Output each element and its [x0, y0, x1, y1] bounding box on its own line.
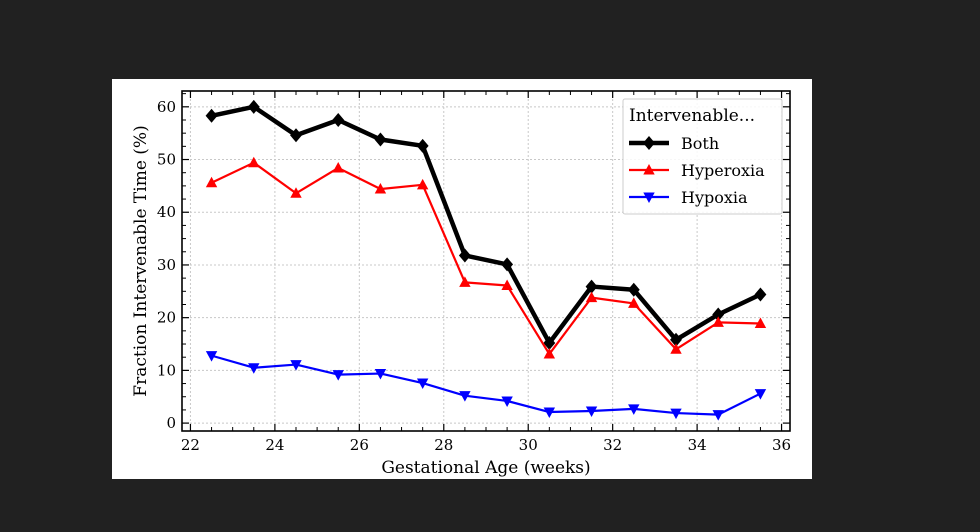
data-point-hyperoxia: [543, 348, 556, 359]
x-tick-label: 24: [265, 436, 284, 454]
x-tick-label: 30: [519, 436, 538, 454]
data-point-both: [712, 307, 725, 322]
legend-entry-both: Both: [629, 134, 719, 153]
data-point-both: [754, 287, 767, 302]
x-tick-label: 26: [350, 436, 369, 454]
y-tick-label: 40: [157, 203, 176, 221]
data-point-hypoxia: [290, 360, 302, 371]
data-point-both: [332, 112, 345, 127]
legend: Intervenable... Both Hyperoxia Hypoxia: [622, 98, 783, 215]
series-line-hypoxia: [211, 354, 761, 416]
grid: [182, 91, 790, 431]
y-axis-label: Fraction Intervenable Time (%): [131, 125, 151, 396]
data-point-hyperoxia: [670, 343, 682, 354]
data-point-both: [458, 248, 471, 263]
y-tick-label: 20: [157, 309, 176, 327]
legend-entry-hypoxia: Hypoxia: [629, 188, 748, 207]
series-line-both: [211, 104, 762, 346]
data-point-hyperoxia: [501, 279, 513, 291]
series-line-hyperoxia: [211, 161, 761, 356]
legend-entry-hyperoxia: Hyperoxia: [629, 161, 765, 180]
data-point-hypoxia: [459, 391, 471, 402]
data-point-hyperoxia: [374, 183, 387, 194]
legend-marker: [643, 136, 655, 150]
data-point-hyperoxia: [459, 276, 471, 287]
x-tick-label: 34: [688, 436, 707, 454]
data-point-hypoxia: [248, 363, 260, 374]
data-point-hyperoxia: [628, 297, 640, 308]
data-point-hypoxia: [205, 351, 218, 362]
data-point-hypoxia: [585, 406, 598, 417]
legend-entries: Both Hyperoxia Hypoxia: [629, 134, 765, 207]
data-point-hypoxia: [754, 389, 767, 400]
data-point-hypoxia: [670, 408, 682, 420]
legend-marker: [643, 192, 655, 203]
data-point-hyperoxia: [332, 161, 344, 173]
legend-label: Hypoxia: [681, 188, 748, 207]
y-tick-label: 10: [157, 361, 176, 379]
data-point-hypoxia: [332, 370, 344, 381]
data-point-both: [374, 132, 387, 147]
y-tick-label: 50: [157, 151, 176, 169]
data-point-hyperoxia: [585, 291, 598, 303]
ticks: 22 24 26 28 30 32 34 36 0 10 20 30 40 50 60: [157, 91, 791, 454]
data-point-both: [585, 279, 598, 294]
series-hyperoxia: [205, 156, 767, 359]
data-point-both: [501, 257, 514, 272]
line-chart: 22 24 26 28 30 32 34 36 0 10 20 30 40 50 60 Gestationa…: [131, 90, 791, 478]
x-tick-label: 22: [181, 436, 200, 454]
data-point-both: [247, 99, 260, 114]
series-layer: [205, 99, 767, 421]
series-both: [205, 99, 767, 350]
data-point-hyperoxia: [712, 316, 724, 327]
figure: 22 24 26 28 30 32 34 36 0 10 20 30 40 50 60 Gestationa…: [112, 79, 812, 479]
data-point-hypoxia: [501, 396, 513, 407]
data-point-hyperoxia: [248, 156, 260, 168]
data-point-both: [416, 138, 429, 153]
data-point-hypoxia: [416, 378, 429, 390]
data-point-both: [670, 332, 682, 347]
x-tick-label: 36: [772, 436, 791, 454]
x-axis-label: Gestational Age (weeks): [381, 458, 590, 478]
legend-label: Hyperoxia: [681, 161, 765, 180]
data-point-both: [627, 282, 640, 297]
legend-marker: [643, 164, 655, 175]
data-point-hyperoxia: [290, 187, 302, 198]
data-point-hypoxia: [543, 407, 556, 419]
legend-label: Both: [681, 134, 719, 153]
series-hypoxia: [205, 351, 767, 421]
y-tick-label: 60: [157, 98, 176, 116]
legend-box: [622, 98, 783, 215]
data-point-hyperoxia: [416, 178, 429, 190]
data-point-both: [205, 108, 218, 123]
y-tick-label: 0: [166, 414, 176, 432]
x-tick-label: 28: [434, 436, 453, 454]
data-point-hyperoxia: [754, 317, 767, 328]
x-tick-label: 32: [603, 436, 622, 454]
data-point-hyperoxia: [205, 176, 218, 188]
legend-title: Intervenable...: [629, 106, 755, 126]
data-point-both: [290, 128, 302, 143]
data-point-hypoxia: [374, 369, 387, 380]
data-point-hypoxia: [628, 404, 640, 415]
data-point-hypoxia: [712, 410, 724, 421]
y-tick-label: 30: [157, 256, 176, 274]
